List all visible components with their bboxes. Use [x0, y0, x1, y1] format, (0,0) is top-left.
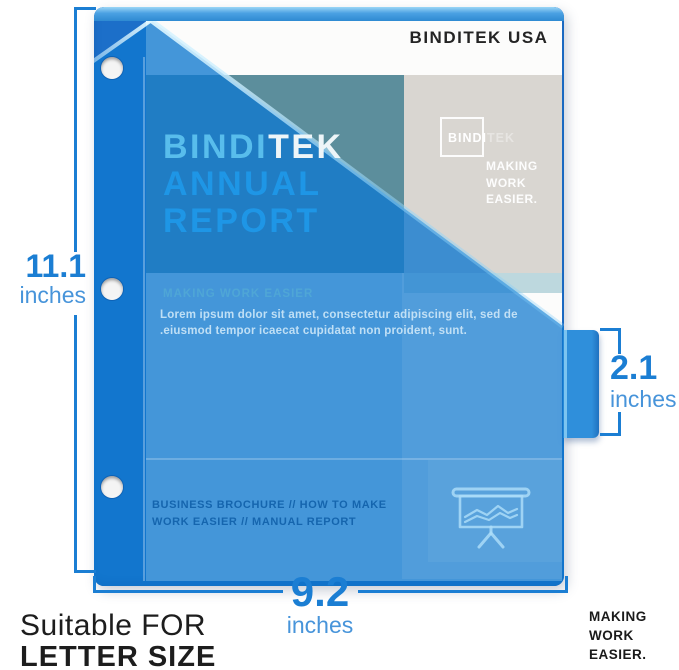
index-tab [563, 330, 599, 438]
width-dimension-label: 9.2 inches [286, 568, 354, 638]
brand-logo-box [440, 117, 484, 157]
height-dimension-label: 11.1 inches [19, 248, 86, 308]
binder-pocket: BINDITEK USA BINDITEK ANNUAL REPORT MAKI… [94, 7, 564, 586]
height-bracket [74, 570, 96, 573]
tab-width-bracket [600, 328, 621, 331]
brand-logo-slogan: MAKING WORK EASIER. [486, 159, 538, 206]
pocket-icon-panel [428, 460, 562, 562]
cover-title-line3: REPORT [163, 202, 320, 240]
cover-title-line1: BINDITEK [163, 128, 344, 166]
brand-logo-text: BINDITEK [448, 131, 516, 145]
height-bracket [74, 315, 77, 573]
pocket-bottom-seam [146, 458, 562, 460]
width-bracket [565, 576, 568, 593]
binder-hole [101, 57, 123, 79]
tab-width-bracket [618, 328, 621, 354]
cover-title-line2: ANNUAL [163, 165, 322, 203]
tab-width-bracket [600, 433, 621, 436]
tab-dimension-label: 2.1 inches [610, 349, 677, 412]
cover-footer-text: BUSINESS BROCHURE // HOW TO MAKE WORK EA… [152, 499, 387, 528]
width-bracket [358, 590, 568, 593]
width-bracket [93, 590, 283, 593]
suitability-caption: Suitable FOR LETTER SIZE [20, 609, 217, 670]
spine-highlight [143, 57, 145, 581]
binder-top-edge [94, 7, 564, 21]
tab-width-bracket [618, 412, 621, 436]
binder-hole [101, 476, 123, 498]
cover-title: BINDITEK ANNUAL REPORT [163, 129, 344, 240]
brand-slogan-caption: MAKING WORK EASIER. [589, 609, 647, 662]
binder-hole [101, 278, 123, 300]
height-bracket [74, 7, 96, 10]
width-bracket [93, 576, 96, 593]
brand-header: BINDITEK USA [409, 28, 549, 47]
cover-body-text: Lorem ipsum dolor sit amet, consectetur … [160, 309, 518, 337]
presentation-chart-icon [451, 487, 531, 549]
cover-tagline-heading: MAKING WORK EASIER [163, 288, 314, 300]
height-bracket [74, 7, 77, 252]
